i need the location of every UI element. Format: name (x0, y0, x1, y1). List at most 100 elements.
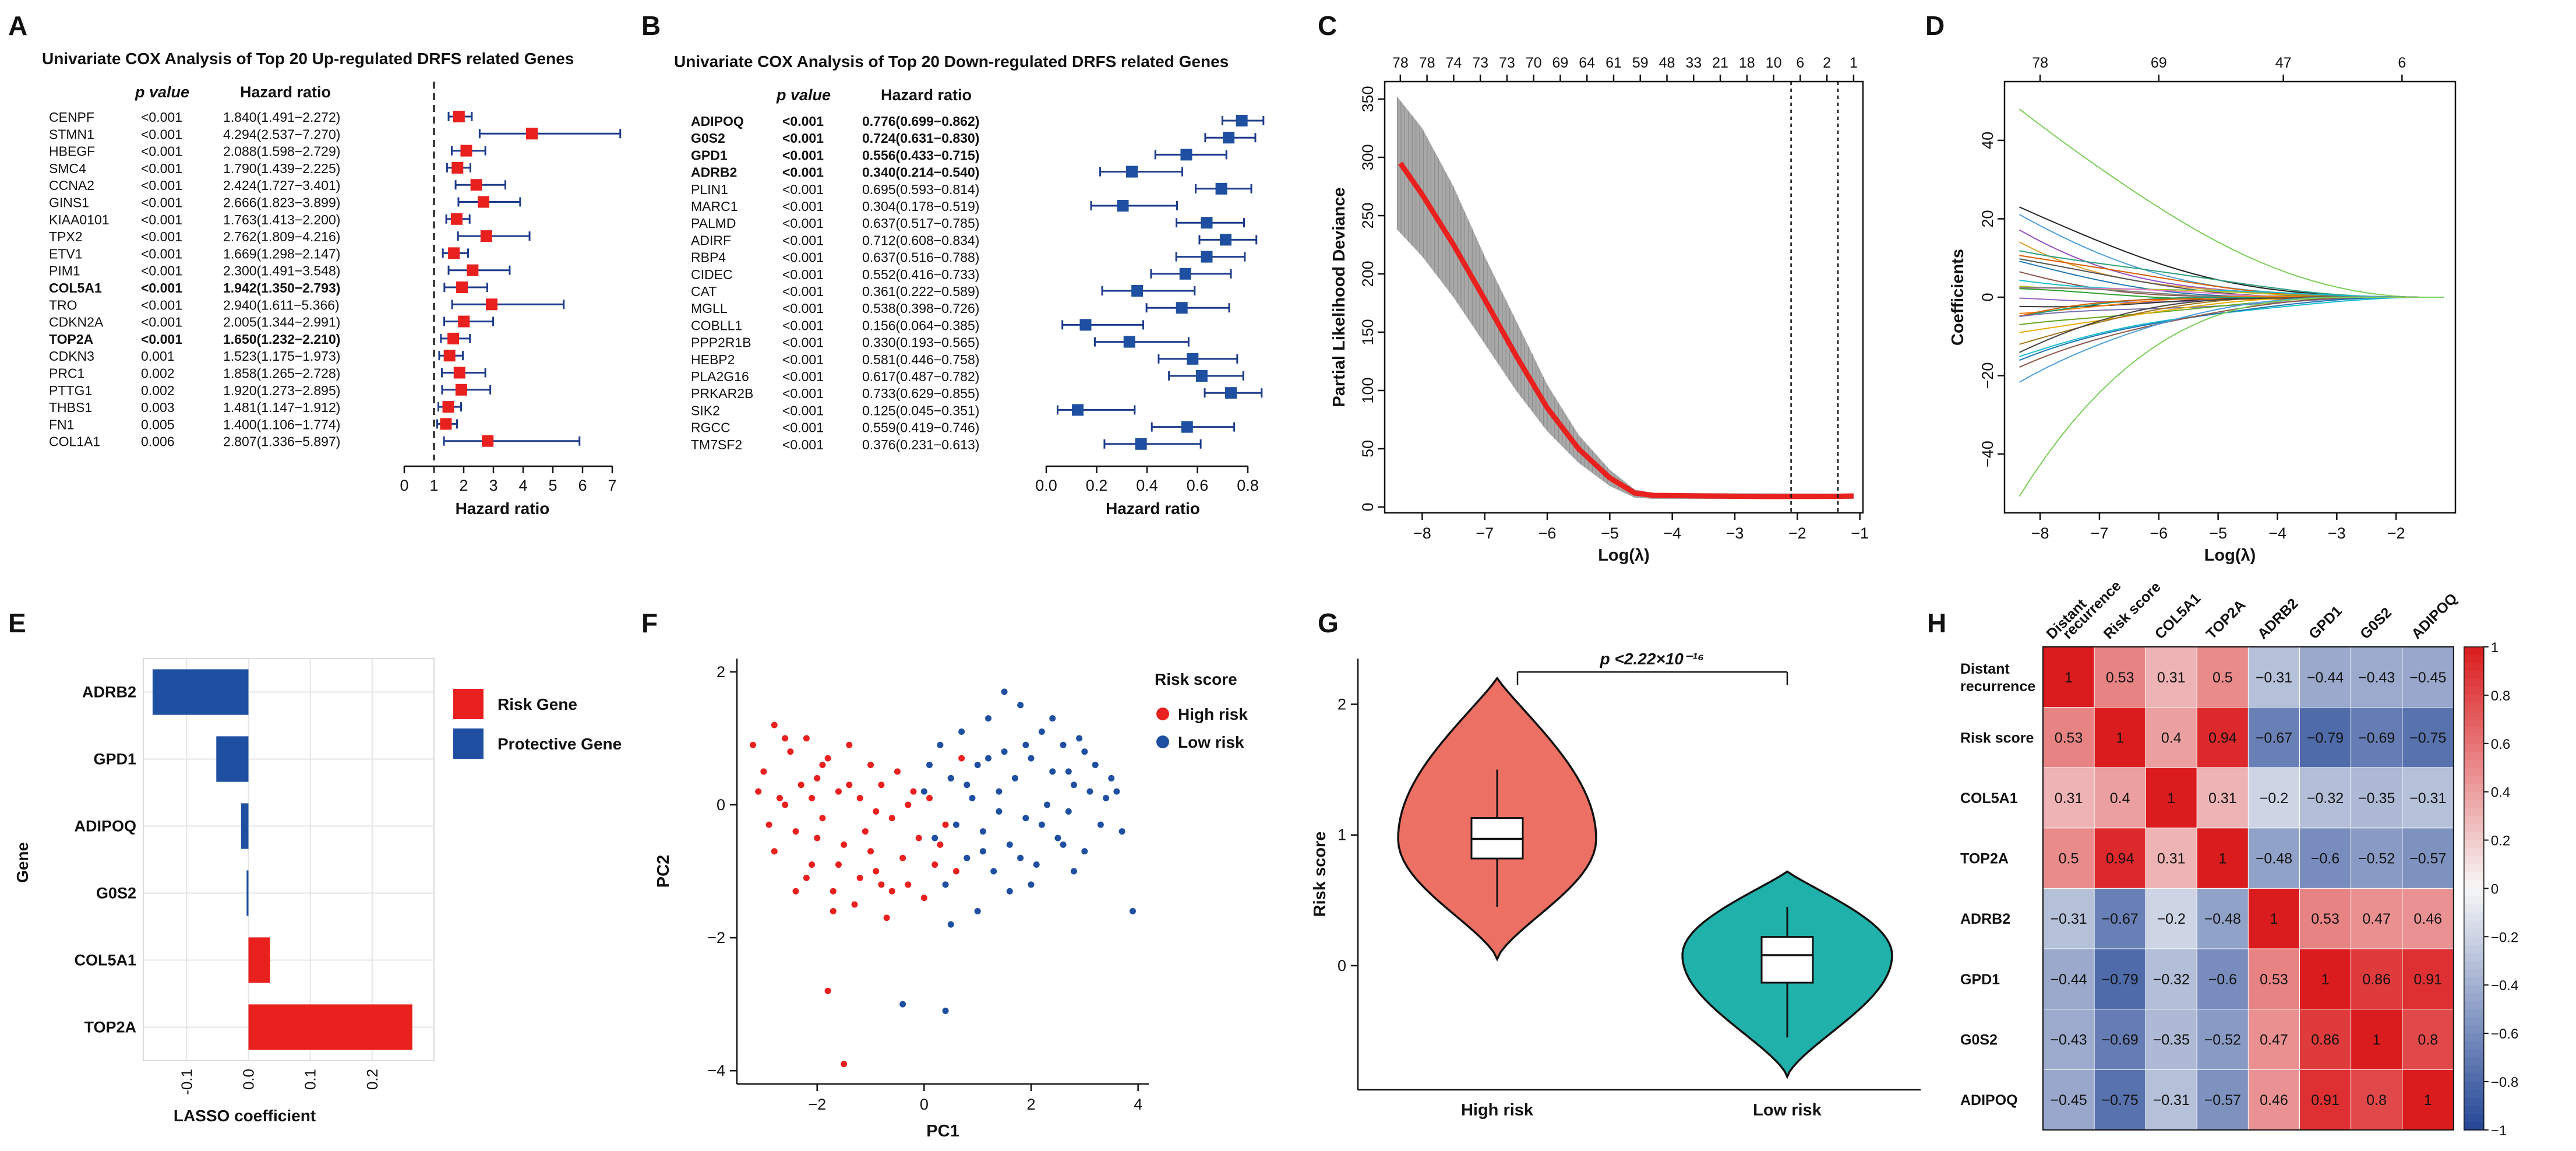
panel-c-top-count: 6 (1796, 55, 1804, 71)
panel-g-ylabel: Risk score (1311, 832, 1329, 917)
forest-b-hr-text: 0.776(0.699−0.862) (862, 114, 979, 129)
pca-point-high (867, 762, 874, 768)
panel-d-xtick-label: −6 (2150, 525, 2168, 542)
forest-b-gene: PPP2R1B (691, 335, 751, 350)
heatmap-cell (2247, 828, 2300, 889)
lasso-bar (248, 1004, 412, 1050)
forest-b-pvalue: <0.001 (782, 437, 824, 452)
forest-a-gene: FN1 (49, 417, 74, 432)
forest-b-pvalue: <0.001 (782, 199, 824, 214)
panel-c-ytick-label: 300 (1359, 144, 1377, 170)
forest-a-hr-text: 2.666(1.823−3.899) (223, 195, 340, 210)
forest-a-pvalue: <0.001 (141, 110, 182, 125)
panel-c-ytick-label: 200 (1359, 261, 1377, 287)
pca-point-low (964, 782, 971, 789)
pca-point-low (947, 921, 954, 928)
forest-b-point (1135, 438, 1147, 450)
legend-label: High risk (1178, 705, 1248, 723)
forest-b-hr-text: 0.556(0.433−0.715) (862, 147, 979, 163)
heatmap-value: 1 (2065, 670, 2073, 686)
forest-b-gene: ADIPOQ (691, 114, 744, 129)
colorbar-segment (2464, 1041, 2484, 1050)
pca-point-high (888, 888, 895, 895)
pca-point-high (926, 795, 933, 802)
heatmap-row-label: Distant (1960, 661, 2010, 677)
forest-b-gene: MARC1 (691, 199, 738, 214)
pca-point-high (899, 854, 906, 861)
panel-a-hrcol-header: Hazard ratio (240, 83, 331, 101)
pca-point-low (1076, 735, 1083, 742)
colorbar-segment (2464, 663, 2484, 672)
heatmap-row-label: GPD1 (1960, 972, 2000, 988)
pca-point-high (937, 841, 944, 848)
forest-a-hr-text: 1.650(1.232−2.210) (223, 332, 340, 347)
colorbar-segment (2464, 823, 2484, 833)
lasso-bar (216, 736, 249, 782)
forest-b-hr-text: 0.712(0.608−0.834) (862, 233, 979, 248)
panel-c-top-count: 61 (1605, 55, 1622, 71)
forest-b-hr-text: 0.617(0.487−0.782) (862, 369, 979, 384)
forest-a-point (447, 332, 460, 344)
panel-d-xtick-label: −8 (2031, 525, 2049, 542)
pca-point-low (1070, 868, 1077, 875)
heatmap-cell (2299, 888, 2352, 949)
colorbar-segment (2464, 904, 2484, 913)
pca-point-high (782, 735, 789, 742)
forest-b-gene: CAT (691, 284, 717, 299)
forest-b-xtick-label: 0.2 (1086, 477, 1108, 494)
heatmap-col-label: COL5A1 (2152, 590, 2204, 643)
colorbar-tick-label: −0.4 (2491, 978, 2518, 994)
colorbar-segment (2464, 920, 2484, 930)
pca-point-high (873, 808, 880, 815)
forest-a-point (485, 298, 497, 311)
panel-d-top-count: 78 (2032, 55, 2048, 71)
forest-a-point (460, 145, 472, 157)
panel-c-xtick-label: −5 (1601, 525, 1619, 542)
forest-b-point (1123, 336, 1135, 348)
panel-c-top-count: 18 (1739, 55, 1755, 71)
coef-path (2019, 296, 2444, 497)
forest-a-hr-text: 1.840(1.491−2.272) (223, 110, 340, 125)
cv-error-band (1397, 97, 1854, 499)
legend-dot (1156, 708, 1169, 720)
forest-b-point (1181, 421, 1193, 433)
pca-point-high (819, 762, 826, 768)
panel-c-top-count: 21 (1712, 55, 1728, 71)
heatmap-value: −0.43 (2358, 670, 2395, 686)
heatmap-cell (2402, 888, 2454, 949)
forest-b-hr-text: 0.304(0.178−0.519) (862, 199, 979, 214)
forest-b-point (1131, 285, 1144, 297)
violin-category-label: High risk (1461, 1101, 1534, 1120)
forest-a-xtick-label: 2 (459, 477, 468, 494)
pca-point-high (792, 828, 799, 835)
colorbar-segment (2464, 800, 2484, 809)
pca-point-low (1017, 854, 1024, 861)
heatmap-value: 0.94 (2106, 851, 2134, 867)
pca-point-high (931, 861, 938, 868)
forest-b-pvalue: <0.001 (782, 165, 824, 180)
heatmap-cell (2094, 767, 2146, 829)
heatmap-row-label: COL5A1 (1960, 790, 2018, 807)
panel-c-xtick-label: −4 (1663, 525, 1681, 542)
forest-a-pvalue: <0.001 (141, 332, 182, 347)
panel-h: 1 0.53 0.31 0.5 −0.31 −0.44 −0.43 −0.45 0.53 1 0.4… (1960, 578, 2518, 1139)
heatmap-value: −0.79 (2102, 972, 2139, 988)
pca-point-high (835, 861, 842, 868)
panel-f-ytick-label: 2 (717, 663, 725, 681)
pca-point-low (1049, 715, 1056, 722)
panel-a: Univariate COX Analysis of Top 20 Up-reg… (42, 50, 622, 518)
pca-point-high (942, 821, 949, 828)
heatmap-value: −0.35 (2358, 790, 2395, 807)
pca-point-low (996, 808, 1003, 815)
heatmap-cell (2402, 828, 2454, 889)
forest-a-pvalue: <0.001 (141, 229, 182, 244)
lasso-gene-label: COL5A1 (74, 952, 136, 969)
panel-d-ylabel: Coefficients (1949, 249, 1967, 346)
heatmap-cell (2351, 1069, 2403, 1131)
forest-b-xtick-label: 0.8 (1237, 477, 1259, 494)
heatmap-cell (2042, 948, 2095, 1010)
panel-d-xtick-label: −5 (2209, 525, 2227, 542)
forest-b-hr-text: 0.695(0.593−0.814) (862, 182, 979, 197)
panel-c-top-count: 10 (1766, 55, 1782, 71)
